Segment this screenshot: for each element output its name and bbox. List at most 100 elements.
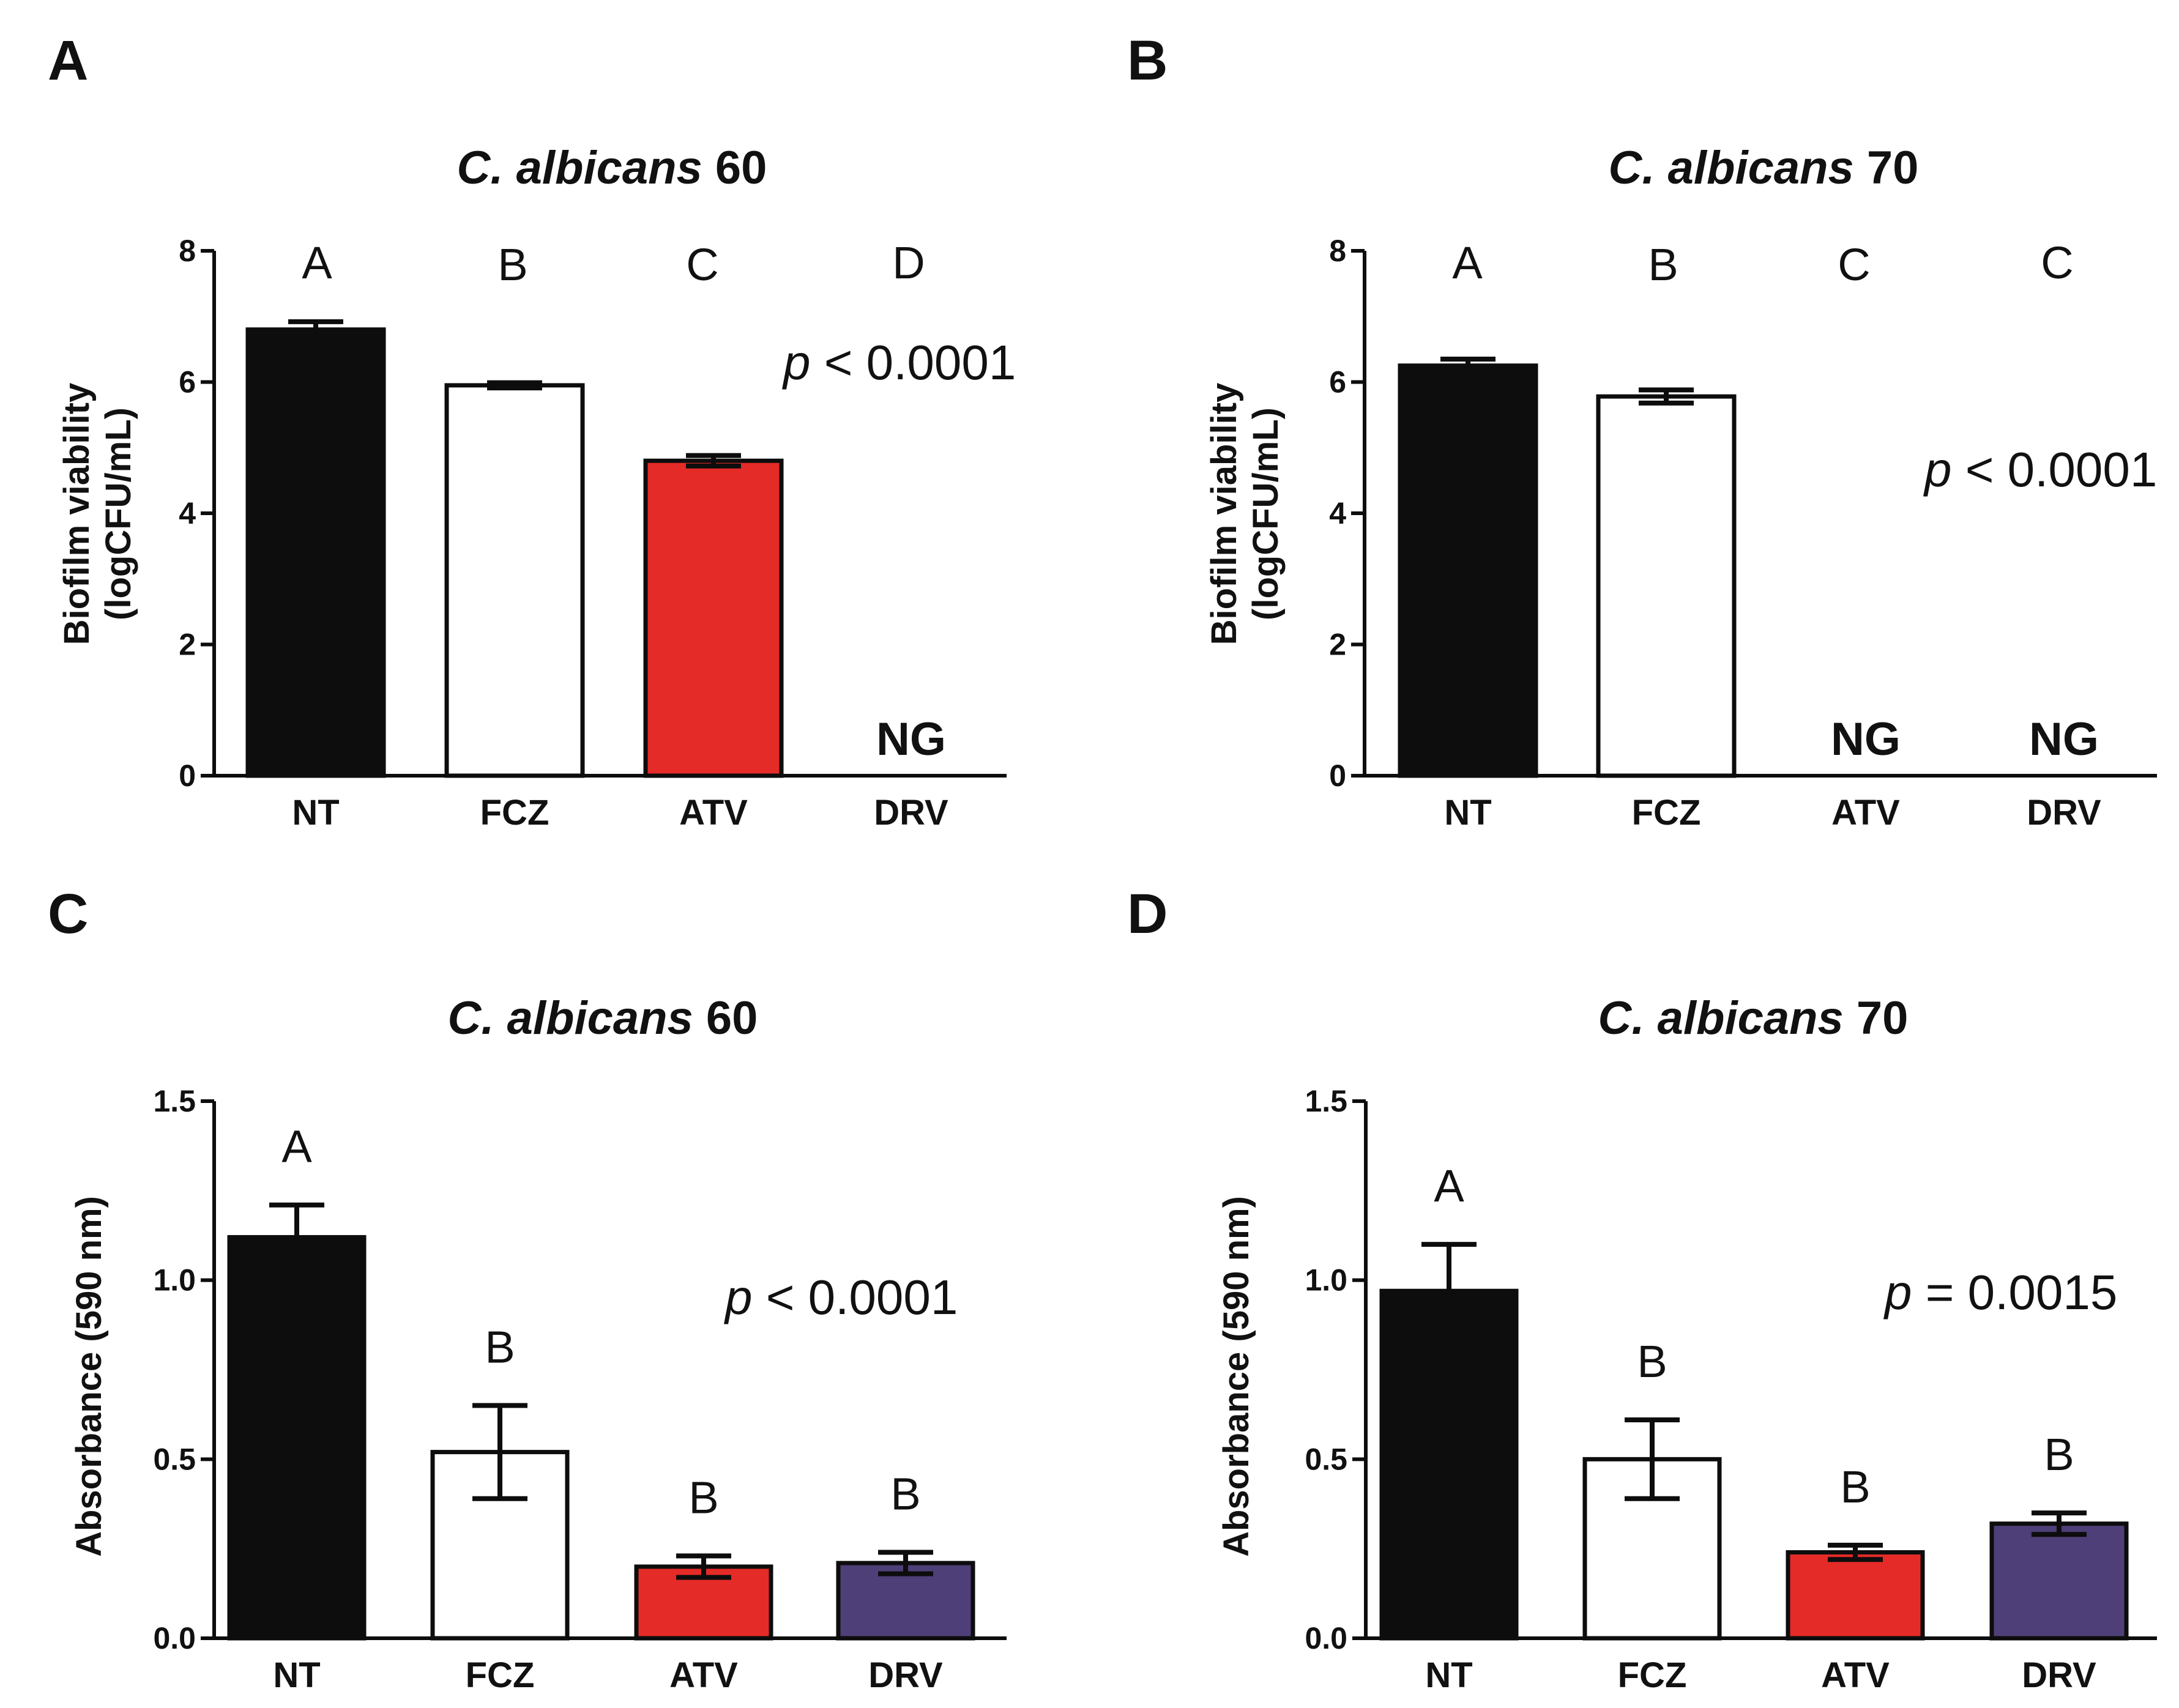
chart-title: C. albicans 60 bbox=[448, 992, 758, 1044]
significance-letter-drv: C bbox=[2041, 237, 2073, 288]
chart-panel-c: C C. albicans 60 Absorbance (590 nm) 0.0 0.5… bbox=[48, 883, 1007, 1695]
p-value-text: < 0.0001 bbox=[1952, 442, 2158, 497]
y-tick-label: 2 bbox=[1329, 628, 1346, 662]
error-bar-atv bbox=[676, 1553, 731, 1580]
error-bar-fcz bbox=[1625, 1417, 1680, 1501]
y-tick-label: 0.0 bbox=[1305, 1621, 1347, 1655]
chart-panel-b: B C. albicans 70 Biofilm viability (logCFU/… bbox=[1127, 29, 2157, 833]
significance-letter-atv: C bbox=[1838, 239, 1870, 290]
error-bar-fcz bbox=[1639, 387, 1694, 406]
chart-title-strain: 60 bbox=[702, 142, 767, 194]
significance-letter-atv: B bbox=[1840, 1461, 1870, 1512]
y-tick-label: 1.5 bbox=[1305, 1084, 1347, 1118]
error-bar-nt bbox=[1440, 356, 1496, 375]
y-axis-label: Biofilm viability bbox=[1204, 383, 1244, 645]
bar-fcz bbox=[444, 383, 585, 778]
chart-title-strain: 70 bbox=[1844, 992, 1909, 1044]
significance-letter-fcz: B bbox=[485, 1322, 515, 1373]
significance-letter-drv: D bbox=[892, 237, 925, 288]
chart-title: C. albicans 70 bbox=[1609, 142, 1919, 194]
error-bar-atv bbox=[1828, 1542, 1883, 1562]
chart-title-species: C. albicans bbox=[448, 992, 693, 1044]
bar-nt bbox=[1398, 363, 1538, 778]
panel-letter: B bbox=[1127, 29, 1168, 92]
error-bar-drv bbox=[878, 1550, 933, 1576]
error-bar-drv bbox=[2032, 1510, 2087, 1537]
x-tick-label-fcz: FCZ bbox=[480, 793, 549, 833]
x-tick-label-drv: DRV bbox=[868, 1655, 943, 1695]
error-bar-fcz bbox=[472, 1403, 527, 1501]
p-value-symbol: p bbox=[1883, 1265, 1912, 1320]
y-tick-label: 1.5 bbox=[153, 1084, 196, 1118]
bar-atv bbox=[1786, 1550, 1925, 1641]
significance-letter-fcz: B bbox=[1637, 1336, 1667, 1387]
chart-title: C. albicans 60 bbox=[457, 142, 767, 194]
y-tick-label: 6 bbox=[1329, 365, 1346, 399]
x-tick-label-fcz: FCZ bbox=[1632, 793, 1701, 833]
y-axis-label-units: (logCFU/mL) bbox=[99, 407, 138, 620]
chart-title: C. albicans 70 bbox=[1598, 992, 1909, 1044]
x-tick-label-drv: DRV bbox=[2022, 1655, 2096, 1695]
x-tick-label-nt: NT bbox=[273, 1655, 320, 1695]
x-tick-label-fcz: FCZ bbox=[466, 1655, 535, 1695]
significance-letter-nt: A bbox=[1434, 1160, 1464, 1211]
y-tick-label: 1.0 bbox=[1305, 1263, 1347, 1298]
error-bar-nt bbox=[269, 1202, 324, 1272]
p-value-symbol: p bbox=[782, 335, 811, 390]
no-growth-label-atv: NG bbox=[1831, 713, 1901, 765]
y-tick-label: 0.0 bbox=[153, 1621, 196, 1655]
x-tick-label-nt: NT bbox=[292, 793, 339, 833]
y-tick-label: 0.5 bbox=[153, 1442, 196, 1476]
error-bar-nt bbox=[288, 319, 343, 340]
bar-fcz bbox=[1596, 394, 1737, 778]
chart-title-species: C. albicans bbox=[1598, 992, 1844, 1044]
y-tick-label: 2 bbox=[179, 628, 196, 662]
panel-letter: C bbox=[48, 883, 88, 945]
chart-title-strain: 60 bbox=[693, 992, 758, 1044]
p-value: p < 0.0001 bbox=[1923, 442, 2157, 497]
chart-title-strain: 70 bbox=[1854, 142, 1919, 194]
chart-title-species: C. albicans bbox=[1609, 142, 1854, 194]
x-tick-label-fcz: FCZ bbox=[1618, 1655, 1687, 1695]
significance-letter-atv: B bbox=[688, 1472, 718, 1523]
no-growth-label-drv: NG bbox=[876, 713, 946, 765]
y-tick-label: 1.0 bbox=[153, 1263, 196, 1298]
error-bar-atv bbox=[686, 453, 741, 469]
x-tick-label-atv: ATV bbox=[669, 1655, 738, 1695]
y-tick-label: 0.5 bbox=[1305, 1442, 1347, 1476]
error-bar-fcz bbox=[487, 380, 542, 391]
significance-letter-drv: B bbox=[2044, 1429, 2074, 1480]
panel-letter: A bbox=[48, 29, 88, 92]
error-bar-nt bbox=[1421, 1242, 1477, 1340]
bar-nt bbox=[1379, 1288, 1519, 1641]
y-tick-label: 0 bbox=[179, 759, 196, 793]
p-value: p < 0.0001 bbox=[782, 335, 1016, 390]
p-value-text: < 0.0001 bbox=[811, 335, 1016, 390]
p-value-text: < 0.0001 bbox=[753, 1270, 958, 1324]
y-tick-label: 4 bbox=[179, 496, 196, 530]
x-tick-label-atv: ATV bbox=[1821, 1655, 1890, 1695]
chart-title-species: C. albicans bbox=[457, 142, 702, 194]
significance-letter-fcz: B bbox=[1648, 239, 1678, 290]
y-tick-label: 6 bbox=[179, 365, 196, 399]
significance-letter-nt: A bbox=[1452, 237, 1483, 288]
significance-letter-fcz: B bbox=[497, 239, 527, 290]
bar-drv bbox=[1989, 1521, 2129, 1641]
x-tick-label-atv: ATV bbox=[679, 793, 748, 833]
p-value-symbol: p bbox=[1923, 442, 1952, 497]
p-value: p = 0.0015 bbox=[1883, 1265, 2117, 1320]
bar-nt bbox=[227, 1235, 367, 1641]
significance-letter-atv: C bbox=[686, 239, 718, 290]
significance-letter-nt: A bbox=[281, 1121, 312, 1172]
x-tick-label-nt: NT bbox=[1425, 1655, 1472, 1695]
y-tick-label: 4 bbox=[1329, 496, 1346, 530]
y-axis-label-units: (logCFU/mL) bbox=[1246, 407, 1286, 620]
panel-letter: D bbox=[1127, 883, 1168, 945]
y-tick-label: 8 bbox=[1329, 234, 1346, 268]
chart-panel-d: D C. albicans 70 Absorbance (590 nm) 0.0 0.5… bbox=[1127, 883, 2157, 1695]
y-axis-label: Biofilm viability bbox=[57, 383, 97, 645]
p-value: p < 0.0001 bbox=[724, 1270, 958, 1324]
p-value-symbol: p bbox=[724, 1270, 753, 1324]
